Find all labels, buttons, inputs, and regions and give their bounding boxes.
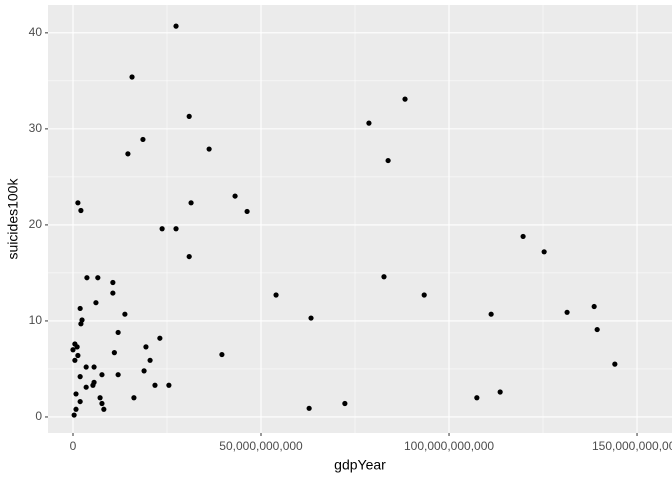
point bbox=[77, 398, 83, 405]
point bbox=[75, 352, 81, 359]
point bbox=[186, 253, 192, 260]
point bbox=[385, 157, 391, 164]
point bbox=[110, 290, 116, 296]
point bbox=[612, 361, 618, 367]
point bbox=[564, 309, 570, 315]
point bbox=[541, 249, 547, 255]
y-tick-label: 30 bbox=[29, 121, 43, 135]
point bbox=[78, 321, 84, 327]
y-tick-label: 0 bbox=[35, 409, 42, 423]
point bbox=[342, 400, 348, 407]
point bbox=[73, 391, 79, 397]
point bbox=[90, 382, 96, 388]
point bbox=[131, 395, 137, 401]
point bbox=[166, 382, 172, 388]
point bbox=[219, 351, 225, 358]
point bbox=[101, 406, 107, 412]
point bbox=[188, 200, 194, 206]
point bbox=[70, 347, 76, 353]
point bbox=[173, 226, 179, 232]
point bbox=[84, 275, 90, 281]
point bbox=[110, 279, 116, 286]
point bbox=[111, 350, 117, 356]
point bbox=[421, 292, 427, 298]
point bbox=[206, 146, 212, 152]
y-tick-label: 40 bbox=[29, 25, 43, 39]
point bbox=[402, 96, 408, 102]
point bbox=[77, 305, 83, 312]
point bbox=[122, 311, 128, 317]
point bbox=[71, 412, 77, 418]
x-tick-label: 0 bbox=[70, 439, 77, 453]
point bbox=[186, 113, 192, 119]
point bbox=[497, 389, 503, 395]
x-axis-title: gdpYear bbox=[334, 457, 386, 473]
point bbox=[99, 372, 105, 378]
point bbox=[152, 382, 158, 388]
y-tick-label: 20 bbox=[29, 217, 43, 231]
point bbox=[125, 151, 131, 157]
point bbox=[97, 395, 103, 401]
x-tick-label: 50,000,000,000 bbox=[219, 439, 303, 453]
point bbox=[77, 374, 83, 380]
point bbox=[74, 344, 80, 350]
point bbox=[91, 364, 97, 370]
point bbox=[143, 344, 149, 350]
point bbox=[520, 233, 526, 240]
x-tick-label: 150,000,000,000 bbox=[592, 439, 672, 453]
point bbox=[488, 311, 494, 317]
y-tick-label: 10 bbox=[29, 313, 43, 327]
point bbox=[159, 226, 165, 232]
point bbox=[78, 207, 84, 214]
point bbox=[232, 193, 238, 199]
point bbox=[141, 368, 147, 374]
point bbox=[93, 300, 99, 306]
x-tick-label: 100,000,000,000 bbox=[404, 439, 494, 453]
point bbox=[173, 23, 179, 29]
point bbox=[308, 315, 314, 321]
point bbox=[306, 405, 312, 411]
point bbox=[95, 275, 101, 281]
point bbox=[594, 326, 600, 333]
point bbox=[244, 208, 250, 215]
point bbox=[83, 364, 89, 370]
point bbox=[273, 292, 279, 298]
point bbox=[381, 274, 387, 280]
point bbox=[83, 384, 89, 390]
point bbox=[140, 136, 146, 143]
point bbox=[73, 406, 79, 412]
point bbox=[99, 400, 105, 407]
point bbox=[115, 329, 121, 336]
point bbox=[157, 335, 163, 341]
point bbox=[366, 120, 372, 126]
point bbox=[591, 303, 597, 310]
point bbox=[75, 200, 81, 206]
point bbox=[115, 372, 121, 378]
point bbox=[474, 395, 480, 401]
point bbox=[72, 357, 78, 363]
y-axis-title: suicides100k bbox=[5, 178, 21, 260]
point bbox=[147, 357, 153, 363]
point bbox=[129, 74, 135, 80]
